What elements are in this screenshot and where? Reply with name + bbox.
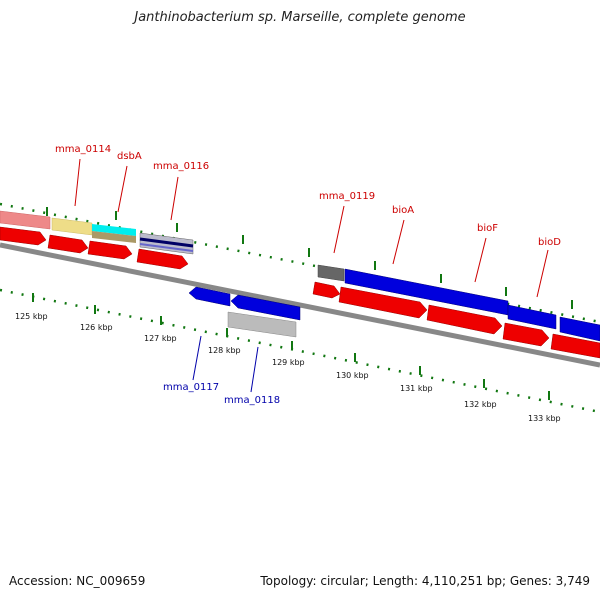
inner-major-ticks bbox=[32, 293, 550, 400]
feature-khaki[interactable] bbox=[51, 217, 93, 236]
gene-arrow[interactable] bbox=[0, 226, 47, 246]
gene-arrow[interactable] bbox=[312, 281, 341, 299]
gene-arrow[interactable] bbox=[559, 316, 600, 342]
kbp-label: 126 kbp bbox=[80, 323, 113, 332]
forward-genes bbox=[0, 226, 600, 359]
top-feature-row bbox=[0, 210, 345, 282]
feature-cyan[interactable] bbox=[92, 224, 136, 236]
genome-summary-text: Topology: circular; Length: 4,110,251 bp… bbox=[260, 574, 590, 588]
kbp-label: 132 kbp bbox=[464, 400, 497, 409]
gene-arrow[interactable] bbox=[136, 248, 189, 270]
kbp-label: 128 kbp bbox=[208, 346, 241, 355]
gene-arrow[interactable] bbox=[426, 304, 503, 335]
reverse-genes bbox=[188, 268, 600, 342]
bottom-leader-lines bbox=[192, 335, 259, 393]
kbp-label: 127 kbp bbox=[144, 334, 177, 343]
genome-backbone bbox=[0, 242, 600, 368]
gene-arrow[interactable] bbox=[188, 286, 231, 307]
feature-olive[interactable] bbox=[92, 231, 136, 243]
gene-mma-0118-bar[interactable] bbox=[227, 311, 297, 338]
gene-label-mma-0119[interactable]: mma_0119 bbox=[319, 191, 375, 202]
gene-label-dsba[interactable]: dsbA bbox=[117, 151, 142, 162]
outer-major-ticks bbox=[46, 207, 573, 309]
kbp-label: 125 kbp bbox=[15, 312, 48, 321]
gene-arrow[interactable] bbox=[47, 234, 89, 254]
kbp-label: 129 kbp bbox=[272, 358, 305, 367]
gene-label-mma-0118[interactable]: mma_0118 bbox=[224, 395, 280, 406]
gene-label-mma-0114[interactable]: mma_0114 bbox=[55, 144, 111, 155]
map-title: Janthinobacterium sp. Marseille, complet… bbox=[134, 10, 466, 25]
gene-label-biof[interactable]: bioF bbox=[477, 223, 498, 234]
gene-label-mma-0117[interactable]: mma_0117 bbox=[163, 382, 219, 393]
top-leader-lines bbox=[74, 158, 549, 298]
feature-darkgray[interactable] bbox=[317, 264, 345, 282]
gene-arrow[interactable] bbox=[87, 240, 133, 260]
gene-label-mma-0116[interactable]: mma_0116 bbox=[153, 161, 209, 172]
gene-arrow[interactable] bbox=[550, 333, 600, 359]
gene-arrow[interactable] bbox=[338, 286, 428, 319]
kbp-label: 133 kbp bbox=[528, 414, 561, 423]
kbp-label: 130 kbp bbox=[336, 371, 369, 380]
gene-arrow[interactable] bbox=[230, 294, 301, 321]
gene-label-bioa[interactable]: bioA bbox=[392, 205, 414, 216]
gene-arrow[interactable] bbox=[507, 304, 557, 330]
kbp-label: 131 kbp bbox=[400, 384, 433, 393]
gene-arrow[interactable] bbox=[502, 322, 550, 347]
accession-text: Accession: NC_009659 bbox=[9, 574, 146, 588]
feature-salmon[interactable] bbox=[0, 210, 51, 230]
gene-label-biod[interactable]: bioD bbox=[538, 237, 561, 248]
